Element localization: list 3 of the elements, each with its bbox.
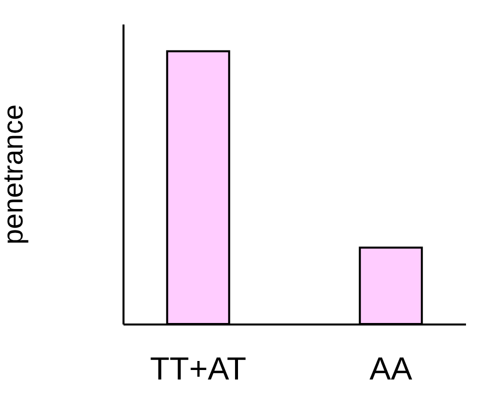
y-axis-title: penetrance	[0, 104, 28, 245]
x-tick-label: TT+AT	[150, 350, 246, 386]
x-tick-label: AA	[370, 350, 413, 386]
